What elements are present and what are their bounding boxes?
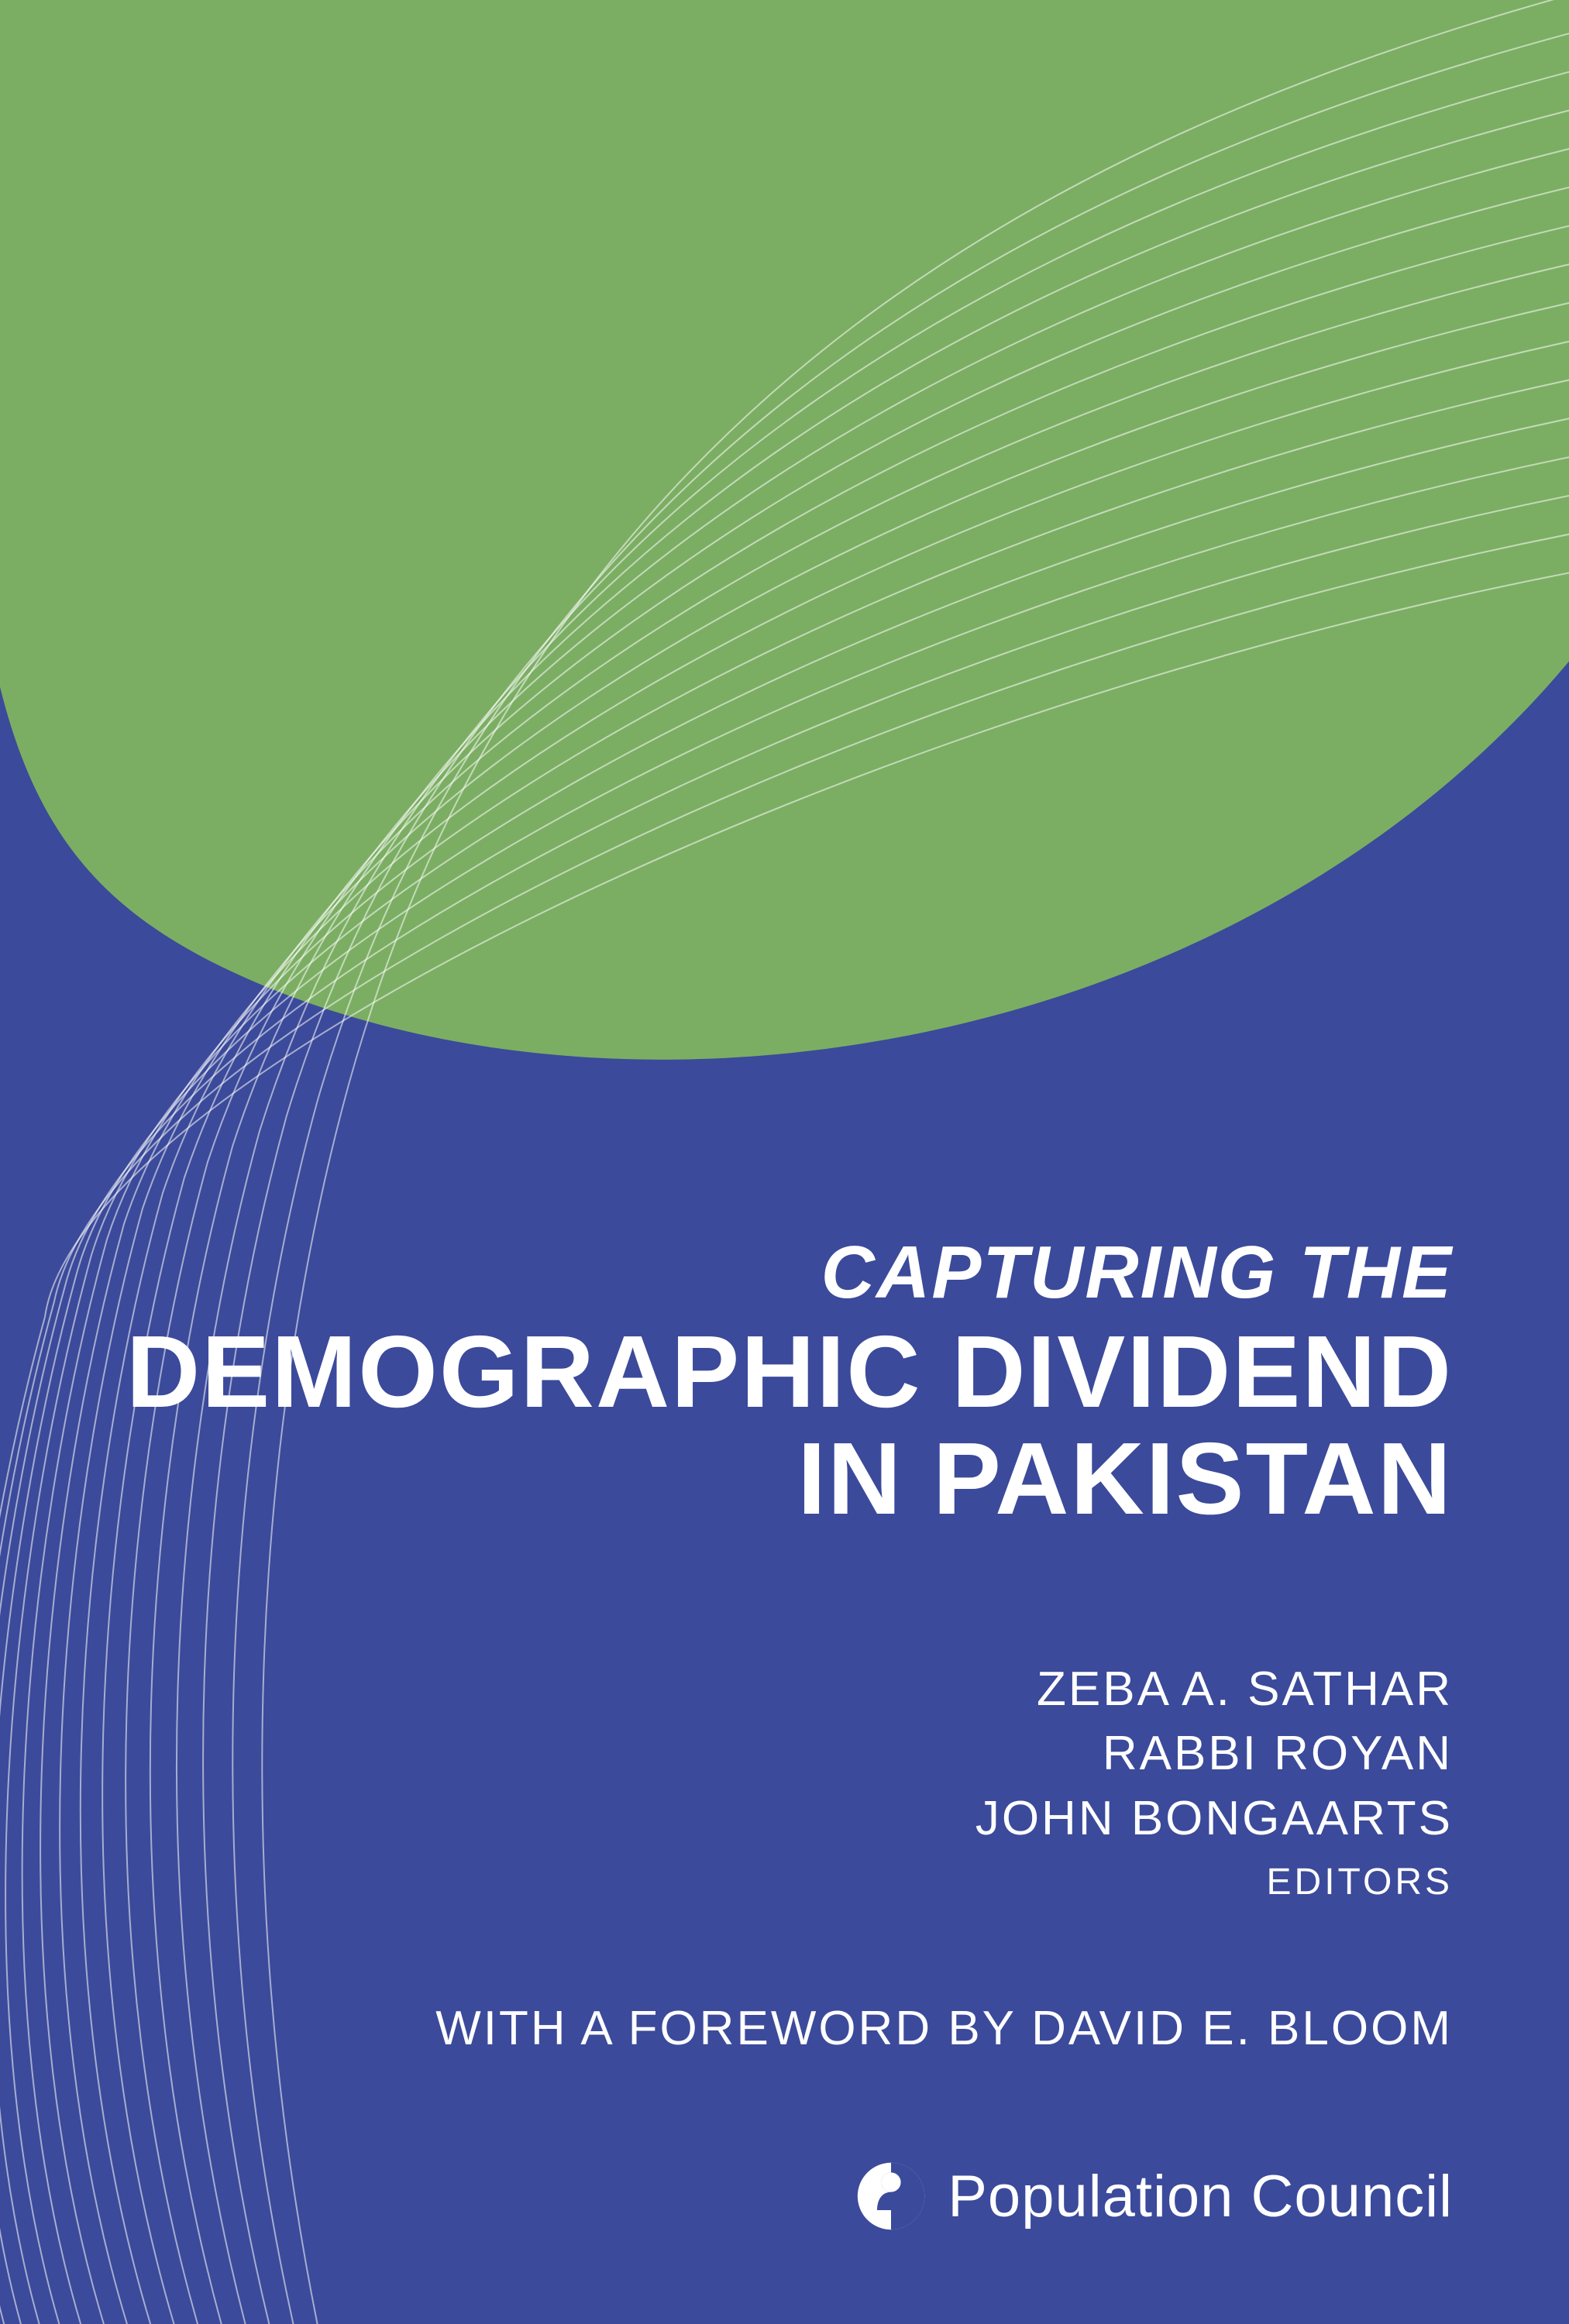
- publisher-block: Population Council: [856, 2161, 1453, 2231]
- editor-name: ZEBA A. SATHAR: [126, 1657, 1453, 1722]
- population-council-logo-icon: [856, 2161, 926, 2231]
- cover-text-block: CAPTURING THE DEMOGRAPHIC DIVIDEND IN PA…: [126, 1232, 1453, 2056]
- editors-block: ZEBA A. SATHAR RABBI ROYAN JOHN BONGAART…: [126, 1657, 1453, 1908]
- publisher-name: Population Council: [948, 2163, 1453, 2230]
- editors-label: EDITORS: [126, 1858, 1453, 1908]
- title-line-1: CAPTURING THE: [126, 1232, 1453, 1314]
- title-line-3: IN PAKISTAN: [126, 1425, 1453, 1533]
- title-line-2: DEMOGRAPHIC DIVIDEND: [126, 1318, 1453, 1426]
- editor-name: RABBI ROYAN: [126, 1721, 1453, 1786]
- book-cover: CAPTURING THE DEMOGRAPHIC DIVIDEND IN PA…: [0, 0, 1569, 2324]
- editor-name: JOHN BONGAARTS: [126, 1786, 1453, 1851]
- green-arc-path: [0, 0, 1569, 1060]
- foreword-line: WITH A FOREWORD BY DAVID E. BLOOM: [126, 2001, 1453, 2056]
